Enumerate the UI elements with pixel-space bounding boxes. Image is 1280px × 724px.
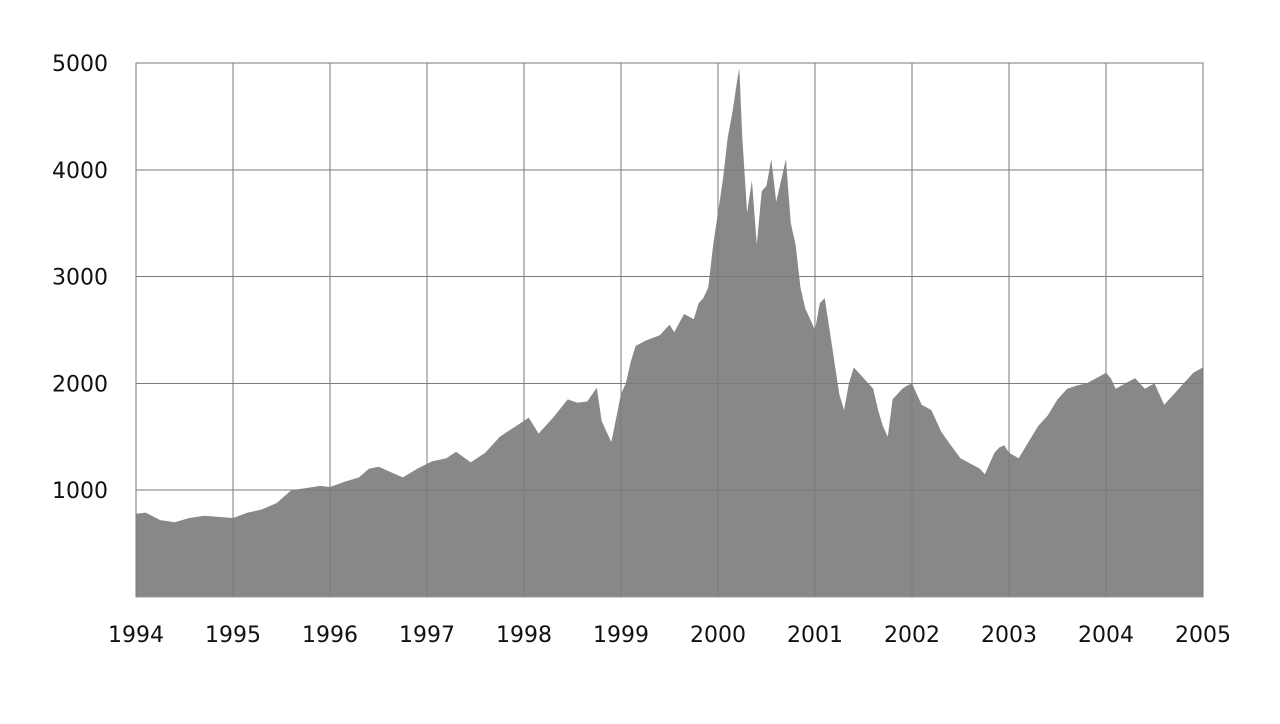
x-tick-label: 2003 <box>981 623 1037 648</box>
y-tick-label: 1000 <box>52 479 108 504</box>
y-tick-label: 3000 <box>52 266 108 291</box>
x-tick-label: 2004 <box>1078 623 1134 648</box>
y-tick-label: 4000 <box>52 159 108 184</box>
area-layer <box>136 68 1203 598</box>
y-tick-label: 5000 <box>52 52 108 77</box>
x-tick-label: 2000 <box>690 623 746 648</box>
grid-layer <box>135 62 1204 598</box>
x-tick-label: 1994 <box>108 623 164 648</box>
x-tick-label: 1996 <box>302 623 358 648</box>
x-axis-ticks: 1994 1995 1996 1997 1998 1999 2000 2001 2002 2003… <box>108 623 1231 648</box>
x-tick-label: 2001 <box>787 623 843 648</box>
x-tick-label: 1999 <box>593 623 649 648</box>
x-tick-label: 2005 <box>1175 623 1231 648</box>
y-tick-label: 2000 <box>52 372 108 397</box>
x-tick-label: 1998 <box>496 623 552 648</box>
x-tick-label: 1997 <box>399 623 455 648</box>
series-area <box>136 68 1203 598</box>
y-axis-ticks: 1000 2000 3000 4000 5000 <box>52 52 108 504</box>
x-tick-label: 1995 <box>205 623 261 648</box>
x-tick-label: 2002 <box>884 623 940 648</box>
